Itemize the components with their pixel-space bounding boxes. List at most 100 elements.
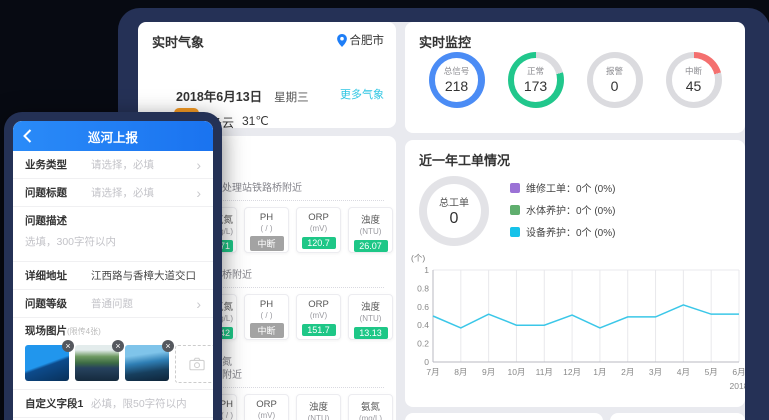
date-label: 2018年6月13日 <box>176 90 263 104</box>
svg-text:7月: 7月 <box>426 367 439 377</box>
gauge-normal: 正常 173 <box>507 52 564 108</box>
gauge-total-signal: 总信号 218 <box>428 52 485 108</box>
photo-thumbnail[interactable]: × <box>25 340 74 381</box>
phone-screen: 巡河上报 业务类型 请选择，必填 › 问题标题 请选择，必填 › 问题描述 选填… <box>13 121 213 420</box>
svg-text:10月: 10月 <box>507 367 525 377</box>
photo-thumbnail[interactable]: × <box>75 340 124 381</box>
svg-text:3月: 3月 <box>649 367 662 377</box>
photos-label: 现场图片(限传4张) <box>25 323 201 338</box>
gauge-label: 中断 <box>684 66 702 77</box>
legend-label: 设备养护：0个 (0%) <box>526 228 616 239</box>
custom-1-placeholder: 必填，限50字符以内 <box>91 398 187 410</box>
temperature-label: 31℃ <box>242 114 269 128</box>
monitoring-gauges: 总信号 218 正常 173 报警 0 中断 45 <box>405 52 745 108</box>
field-address[interactable]: 详细地址 江西路与香樟大道交口 <box>13 262 213 290</box>
photo-thumbnail[interactable]: × <box>125 340 174 381</box>
dotted-divider <box>150 387 384 388</box>
field-issue-title[interactable]: 问题标题 请选择，必填 › <box>13 179 213 207</box>
svg-text:1月: 1月 <box>593 367 606 377</box>
svg-text:8月: 8月 <box>454 367 467 377</box>
sensor-value-badge: 中断 <box>249 323 284 338</box>
dotted-divider <box>150 200 384 201</box>
issue-level-value: 普通问题 <box>91 298 133 310</box>
sensor-card: ORP (mV) 120.7 <box>296 207 341 253</box>
gauge-label: 正常 <box>526 66 544 77</box>
weather-date-row: 2018年6月13日 星期三 <box>176 86 309 105</box>
gauge-value: 0 <box>610 78 619 95</box>
remove-photo-icon[interactable]: × <box>62 340 74 352</box>
legend-swatch <box>510 182 520 193</box>
issue-desc-placeholder: 选填，300字符以内 <box>25 236 117 248</box>
city-label: 合肥市 <box>349 35 385 47</box>
field-custom-2[interactable]: 自定义字段2 选填，限50字符以内 <box>13 418 213 420</box>
sensor-label: ORP <box>308 299 329 310</box>
field-issue-level[interactable]: 问题等级 普通问题 › <box>13 290 213 318</box>
sensor-unit: (NTU) <box>307 414 330 420</box>
map-pin-icon <box>336 33 347 47</box>
sensor-unit: ( / ) <box>260 224 273 233</box>
sensor-card: PH( / ) 中断 <box>244 294 289 340</box>
sensor-label: PH <box>219 399 233 410</box>
business-type-label: 业务类型 <box>25 159 67 171</box>
svg-text:0.8: 0.8 <box>417 283 429 293</box>
add-photo-button[interactable] <box>175 345 213 383</box>
svg-text:0.4: 0.4 <box>417 320 429 330</box>
more-weather-link[interactable]: 更多气象 <box>340 89 384 101</box>
chevron-right-icon: › <box>196 184 201 201</box>
sensor-unit: ( / ) <box>221 411 233 420</box>
sensor-unit: (mV) <box>309 311 328 320</box>
sensor-card: PH( / ) 中断 <box>244 207 289 253</box>
location-selector[interactable]: 合肥市 <box>336 32 385 48</box>
gauge-alarm: 报警 0 <box>586 52 643 108</box>
svg-text:1: 1 <box>424 265 429 275</box>
legend-label: 水体养护：0个 (0%) <box>526 206 616 217</box>
sensor-value-badge: 中断 <box>249 236 284 251</box>
remove-photo-icon[interactable]: × <box>162 340 174 352</box>
photos-label-text: 现场图片 <box>25 325 67 337</box>
gauge-label: 总工单 <box>438 197 469 209</box>
station-name: 附近 <box>222 370 242 381</box>
sensor-card: ORP (mV) 151.7 <box>296 294 341 340</box>
sensor-label: ORP <box>256 399 277 410</box>
svg-text:12月: 12月 <box>563 367 581 377</box>
sensor-label: 氨氮 <box>213 302 233 313</box>
station-name: 氮 <box>222 357 232 368</box>
svg-text:0.2: 0.2 <box>417 339 429 349</box>
sensor-card-row: PH( / )中断ORP(mV)91.44浊度(NTU)13.86氨氮(mg/L… <box>192 394 396 420</box>
sensor-unit: ( / ) <box>260 311 273 320</box>
chevron-right-icon: › <box>196 156 201 173</box>
dotted-divider <box>150 287 384 288</box>
sensor-label: 氨氮 <box>213 215 233 226</box>
issue-title-placeholder: 请选择，必填 <box>91 187 154 199</box>
svg-text:4月: 4月 <box>677 367 690 377</box>
sensor-unit: (NTU) <box>359 314 382 323</box>
legend-item: 设备养护：0个 (0%) <box>510 224 615 239</box>
address-label: 详细地址 <box>25 270 67 282</box>
field-custom-1[interactable]: 自定义字段1 必填，限50字符以内 <box>13 390 213 418</box>
back-button[interactable] <box>23 129 32 143</box>
field-business-type[interactable]: 业务类型 请选择，必填 › <box>13 151 213 179</box>
sensor-unit: (mV) <box>309 224 328 233</box>
phone-page-title: 巡河上报 <box>87 130 138 145</box>
field-issue-description[interactable]: 问题描述 选填，300字符以内 <box>13 207 213 262</box>
sensor-label: PH <box>259 212 274 223</box>
sensor-label: ORP <box>308 212 329 223</box>
chevron-right-icon: › <box>196 295 201 312</box>
gauge-value: 218 <box>444 78 469 95</box>
monitoring-title: 实时监控 <box>419 35 472 50</box>
legend-item: 维修工单：0个 (0%) <box>510 180 615 195</box>
gauge-label: 总信号 <box>443 66 470 77</box>
remove-photo-icon[interactable]: × <box>112 340 124 352</box>
sensor-label: 浊度 <box>308 402 328 413</box>
sensor-card: 浊度 (NTU) 26.07 <box>348 207 393 253</box>
photo-list: × × × <box>25 340 213 383</box>
svg-text:2018: 2018 <box>730 381 745 391</box>
sensor-label: 浊度 <box>360 215 380 226</box>
legend-swatch <box>510 226 520 237</box>
workorder-chart-svg: 7月 8月 9月 10月 11月 12月 1月 2月 3月 4月 5月 6月 0 0.2 0.4 0.6 0.8… <box>417 265 745 391</box>
dashboard-frame: 实时气象 合肥市 2018年6月13日 星期三 更多气象 多云 <box>118 8 769 420</box>
phone-header: 巡河上报 <box>13 121 213 151</box>
sensor-value-badge: 26.07 <box>353 240 388 252</box>
